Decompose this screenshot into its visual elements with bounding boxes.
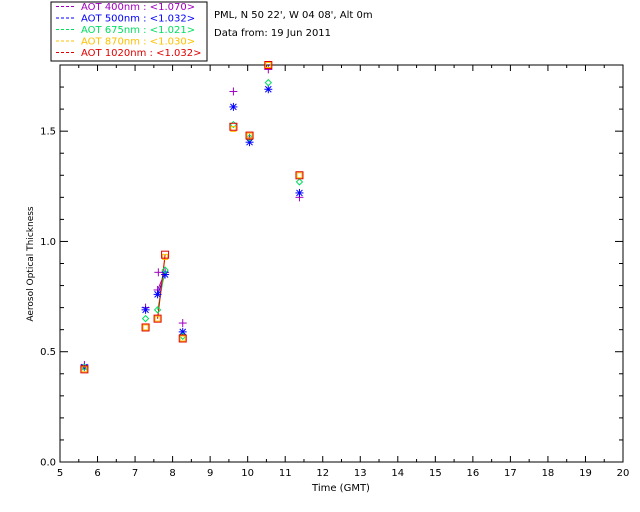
data-point — [229, 87, 238, 96]
x-tick-label: 5 — [57, 468, 63, 479]
x-tick-label: 18 — [542, 468, 555, 479]
data-point — [230, 125, 237, 132]
data-point — [295, 178, 304, 186]
data-point — [162, 253, 169, 260]
data-point — [264, 78, 273, 87]
date-info: Data from: 19 Jun 2011 — [214, 28, 331, 39]
x-tick-label: 20 — [617, 468, 630, 479]
legend-label: AOT 675nm : <1.021> — [81, 25, 195, 36]
data-point — [179, 335, 186, 342]
data-point — [178, 319, 187, 328]
data-point — [229, 102, 238, 111]
data-point — [296, 172, 303, 179]
x-tick-label: 13 — [354, 468, 367, 479]
ast-d2 — [264, 85, 272, 93]
y-axis-label: Aerosol Optical Thickness — [26, 206, 36, 322]
data-point — [264, 61, 273, 69]
data-point — [295, 188, 304, 197]
legend-label: AOT 400nm : <1.070> — [81, 2, 195, 13]
x-tick-label: 14 — [391, 468, 404, 479]
y-tick-label: 0.0 — [40, 458, 56, 469]
ast-d2 — [230, 103, 237, 111]
x-tick-label: 8 — [169, 468, 175, 479]
x-tick-label: 10 — [241, 468, 254, 479]
data-point — [229, 122, 238, 131]
data-point — [246, 132, 253, 139]
data-point — [142, 324, 149, 331]
x-tick-label: 9 — [207, 468, 213, 479]
x-axis-label: Time (GMT) — [311, 483, 370, 494]
legend-label: AOT 500nm : <1.032> — [81, 14, 195, 25]
y-tick-label: 1.5 — [40, 127, 56, 138]
data-point — [264, 85, 273, 94]
plot-frame — [59, 64, 624, 463]
data-point — [141, 314, 150, 323]
legend-label: AOT 870nm : <1.030> — [81, 37, 195, 48]
data-point — [264, 65, 273, 74]
data-point — [245, 131, 254, 140]
legend-box — [50, 1, 208, 62]
ast-d2 — [296, 189, 303, 197]
ast-d2 — [246, 138, 253, 146]
data-point — [153, 290, 162, 299]
y-tick-label: 1.0 — [40, 237, 56, 248]
x-tick-label: 15 — [429, 468, 442, 479]
x-tick-label: 11 — [279, 468, 292, 479]
x-tick-label: 17 — [504, 468, 517, 479]
x-tick-label: 16 — [466, 468, 479, 479]
data-point — [141, 305, 150, 314]
data-point — [81, 366, 88, 373]
site-info: PML, N 50 22', W 04 08', Alt 0m — [214, 10, 373, 21]
data-point — [154, 268, 163, 277]
ast-d2 — [179, 328, 187, 336]
y-tick-label: 0.5 — [40, 347, 56, 358]
x-tick-label: 12 — [316, 468, 329, 479]
data-point — [265, 62, 272, 68]
data-point — [141, 323, 150, 332]
data-point — [153, 314, 162, 323]
data-point — [178, 334, 187, 343]
data-point — [161, 270, 170, 279]
x-tick-label: 19 — [579, 468, 592, 479]
ast-d2 — [142, 306, 149, 314]
data-point — [161, 250, 170, 259]
x-tick-label: 6 — [94, 468, 100, 479]
x-tick-label: 7 — [132, 468, 138, 479]
ast-d2 — [154, 291, 161, 298]
data-point — [161, 266, 169, 274]
legend-label: AOT 1020nm : <1.032> — [81, 48, 201, 59]
data-point — [153, 306, 162, 314]
legend: AOT 400nm : <1.070>AOT 500nm : <1.032>AO… — [50, 1, 208, 62]
data-point — [80, 365, 89, 374]
data-point — [295, 171, 304, 180]
ast-d2 — [161, 271, 169, 278]
data-point — [154, 315, 161, 322]
